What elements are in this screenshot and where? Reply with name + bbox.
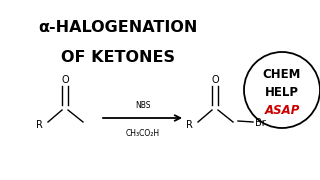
Text: ASAP: ASAP: [264, 103, 300, 116]
Text: Br: Br: [255, 118, 265, 128]
Text: O: O: [211, 75, 219, 85]
Text: CHEM: CHEM: [263, 68, 301, 80]
Text: OF KETONES: OF KETONES: [61, 51, 175, 66]
Text: CH₃CO₂H: CH₃CO₂H: [125, 129, 160, 138]
Text: HELP: HELP: [265, 86, 299, 98]
Text: R: R: [186, 120, 192, 130]
Text: α-HALOGENATION: α-HALOGENATION: [38, 21, 198, 35]
Text: O: O: [61, 75, 69, 85]
Text: NBS: NBS: [135, 100, 150, 109]
Text: R: R: [36, 120, 43, 130]
